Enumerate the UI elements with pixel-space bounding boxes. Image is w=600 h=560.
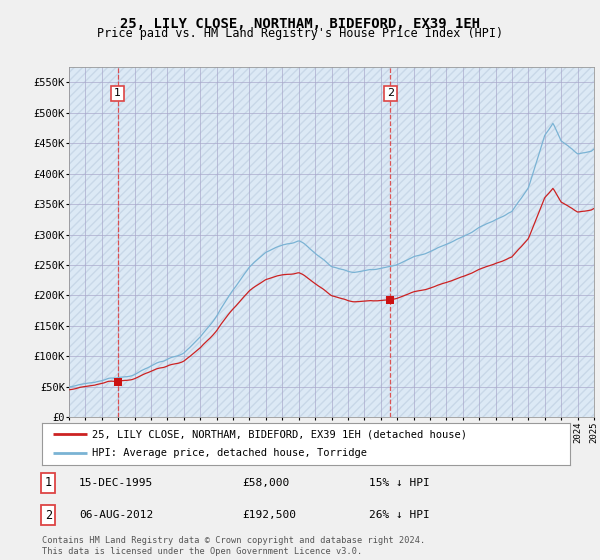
Text: HPI: Average price, detached house, Torridge: HPI: Average price, detached house, Torr… bbox=[92, 449, 367, 459]
Text: 25, LILY CLOSE, NORTHAM, BIDEFORD, EX39 1EH (detached house): 25, LILY CLOSE, NORTHAM, BIDEFORD, EX39 … bbox=[92, 429, 467, 439]
Text: 15% ↓ HPI: 15% ↓ HPI bbox=[370, 478, 430, 488]
Text: 25, LILY CLOSE, NORTHAM, BIDEFORD, EX39 1EH: 25, LILY CLOSE, NORTHAM, BIDEFORD, EX39 … bbox=[120, 17, 480, 31]
Text: Price paid vs. HM Land Registry's House Price Index (HPI): Price paid vs. HM Land Registry's House … bbox=[97, 27, 503, 40]
Text: 1: 1 bbox=[45, 477, 52, 489]
Text: 2: 2 bbox=[45, 508, 52, 521]
Text: Contains HM Land Registry data © Crown copyright and database right 2024.
This d: Contains HM Land Registry data © Crown c… bbox=[42, 536, 425, 556]
Text: £192,500: £192,500 bbox=[242, 510, 296, 520]
Text: 2: 2 bbox=[387, 88, 394, 99]
Text: 06-AUG-2012: 06-AUG-2012 bbox=[79, 510, 153, 520]
Text: 26% ↓ HPI: 26% ↓ HPI bbox=[370, 510, 430, 520]
Text: £58,000: £58,000 bbox=[242, 478, 290, 488]
Text: 15-DEC-1995: 15-DEC-1995 bbox=[79, 478, 153, 488]
Text: 1: 1 bbox=[114, 88, 121, 99]
